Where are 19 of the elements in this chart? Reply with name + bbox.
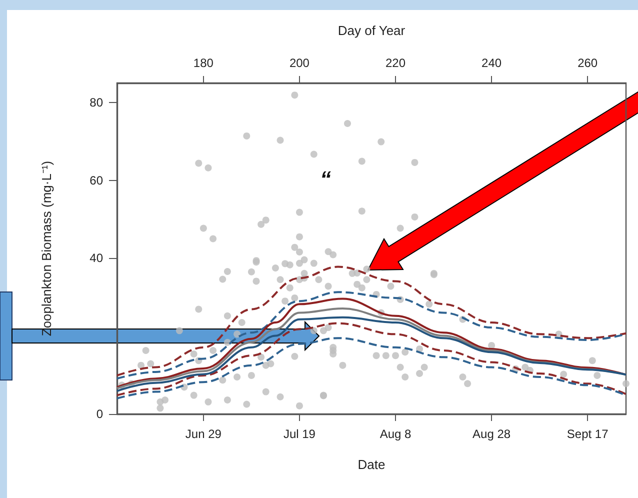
x2-axis-title: Day of Year bbox=[338, 23, 406, 38]
y-tick-label: 60 bbox=[90, 173, 104, 188]
x-tick-label: Aug 8 bbox=[380, 427, 412, 441]
x-axis-title: Date bbox=[358, 457, 386, 472]
x-tick-label: Aug 28 bbox=[472, 427, 511, 441]
x-tick-label: Jun 29 bbox=[185, 427, 222, 441]
line-series bbox=[116, 266, 627, 376]
annotation: “ bbox=[320, 166, 331, 192]
x2-tick-label: 200 bbox=[289, 56, 310, 70]
y-tick-label: 80 bbox=[90, 95, 104, 110]
x-tick-label: Jul 19 bbox=[283, 427, 316, 441]
x2-tick-label: 180 bbox=[193, 56, 214, 70]
y-tick-label: 0 bbox=[96, 407, 104, 421]
y-tick-label: 40 bbox=[90, 251, 104, 266]
x2-tick-label: 260 bbox=[578, 56, 598, 70]
x-tick-label: Sept 17 bbox=[566, 427, 609, 441]
y-axis-title: Zooplankton Biomass (mg·L⁻¹) bbox=[39, 160, 54, 336]
x2-tick-label: 220 bbox=[385, 56, 406, 70]
x2-tick-label: 240 bbox=[482, 56, 502, 70]
